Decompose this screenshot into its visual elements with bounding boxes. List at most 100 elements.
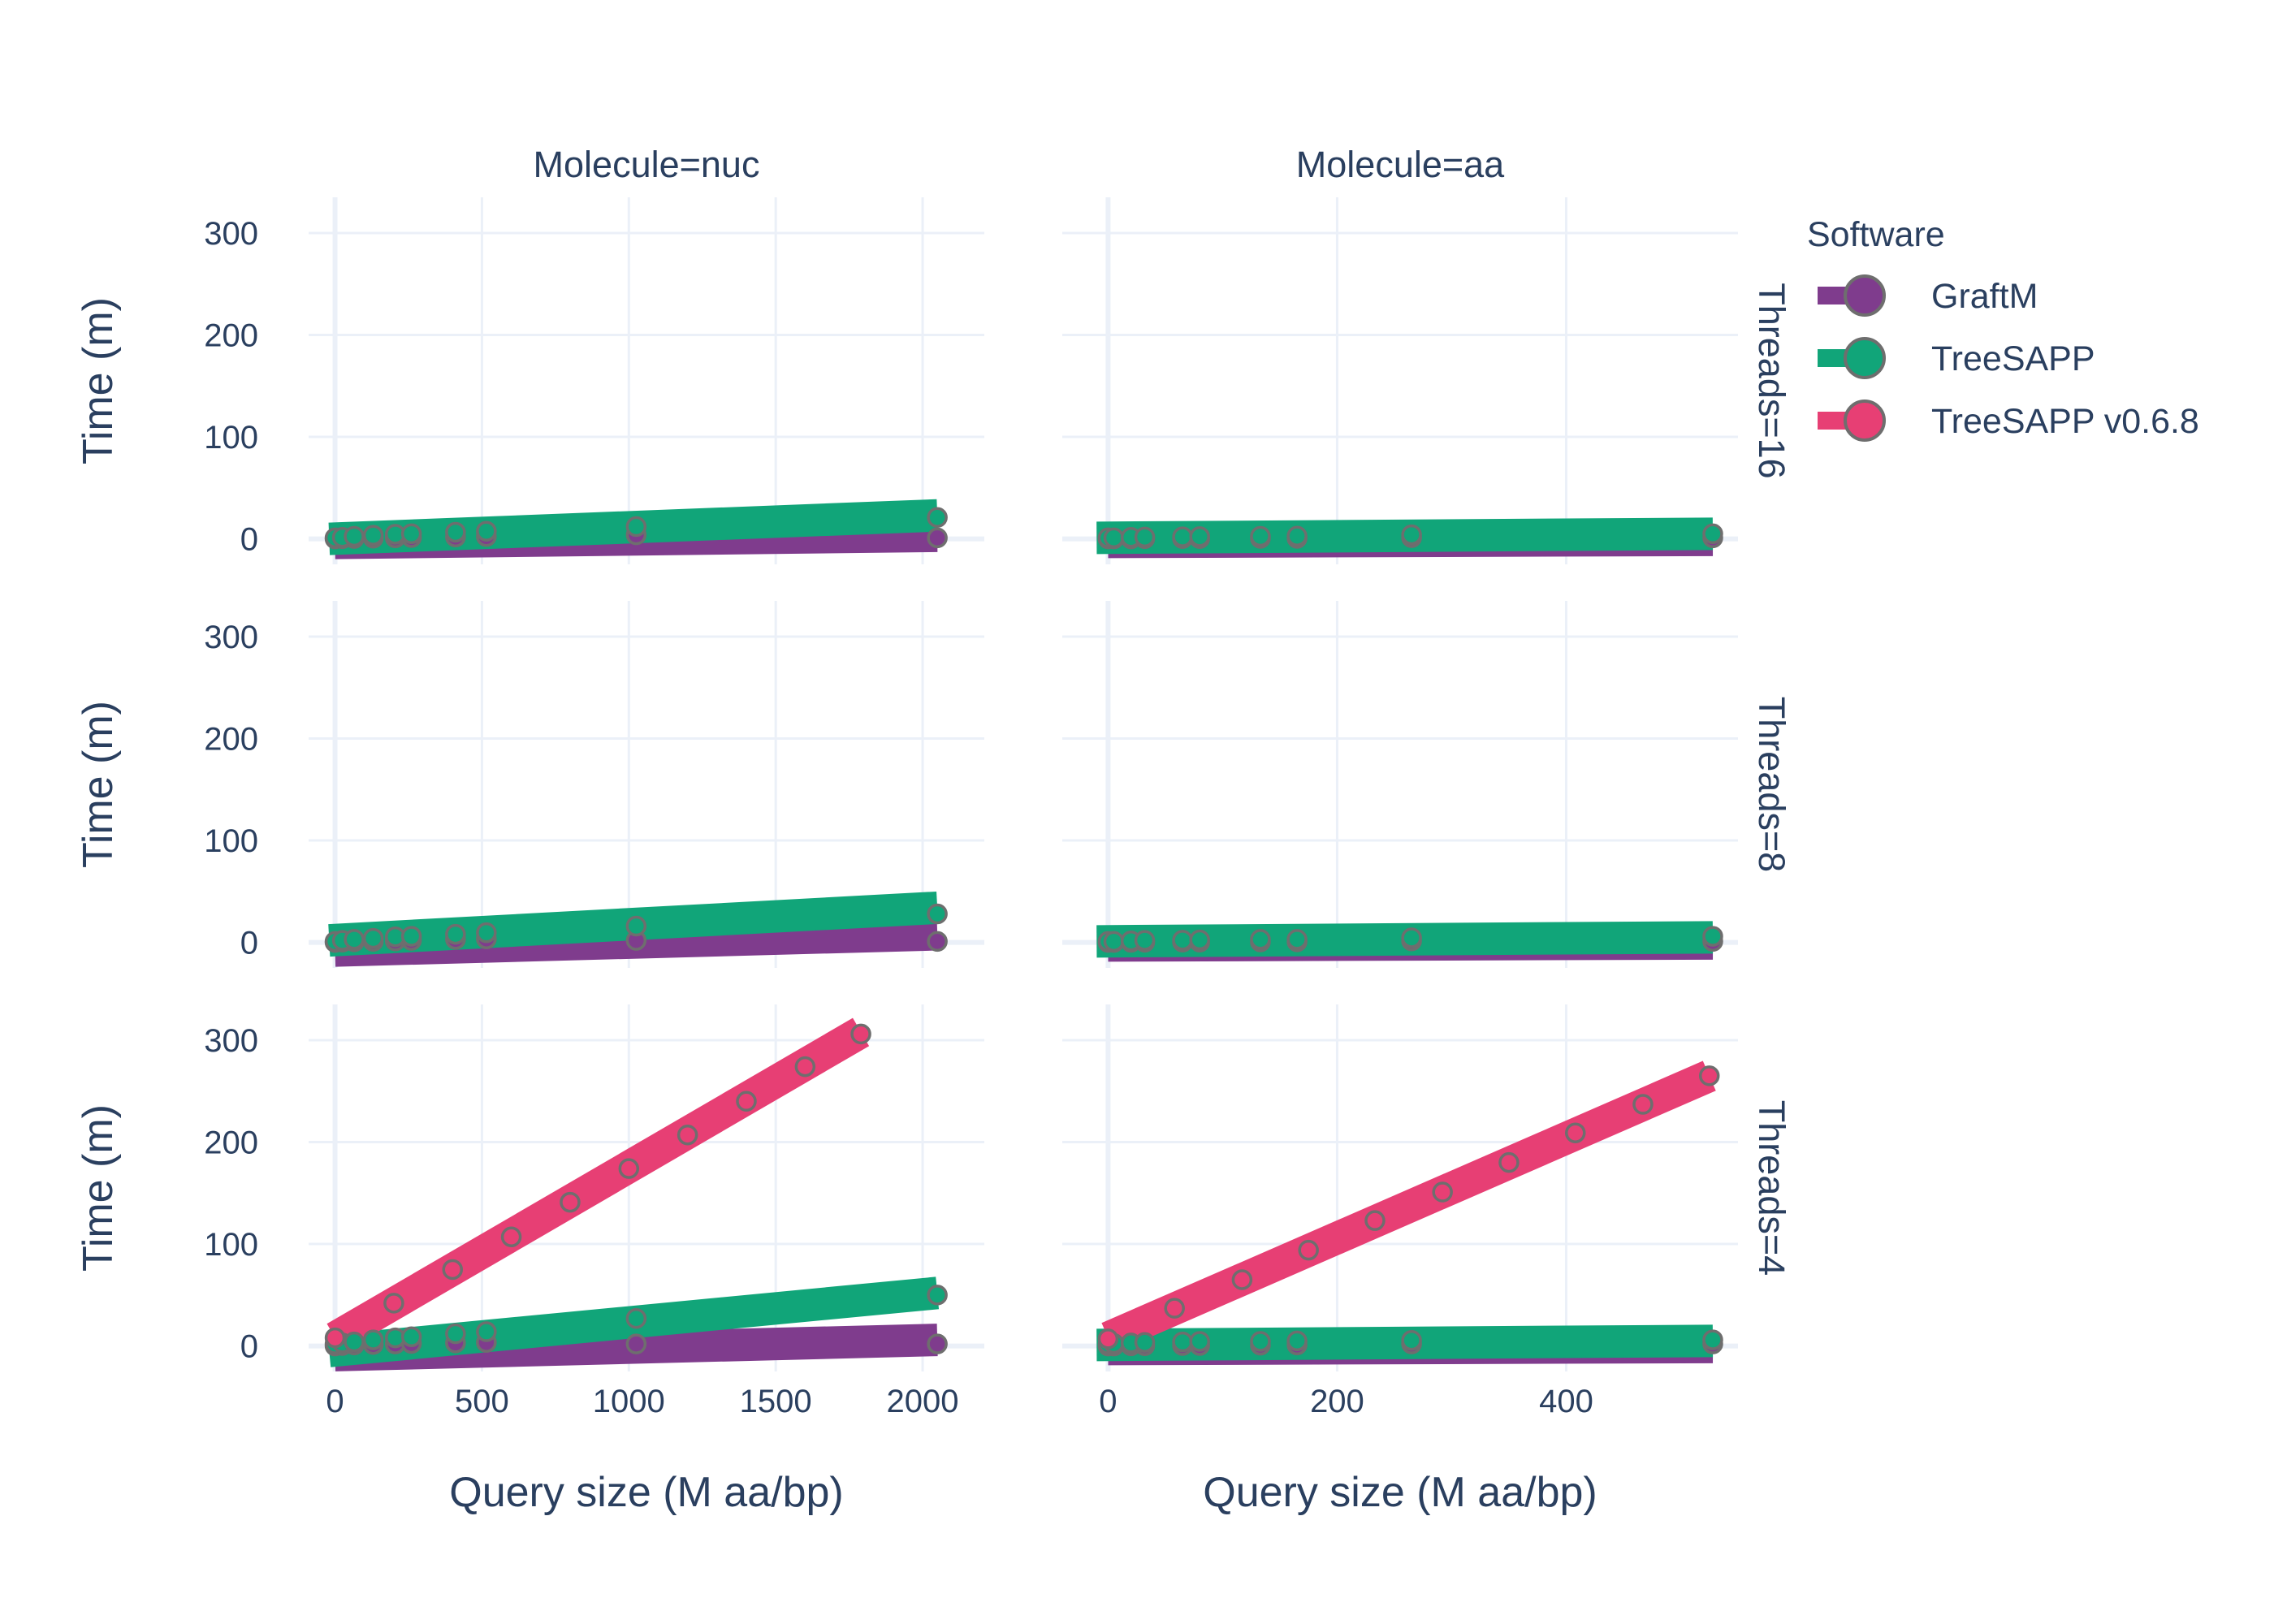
y-tick-label: 200 [204,722,258,758]
data-point[interactable] [445,521,466,543]
data-point[interactable] [1250,929,1271,950]
data-point[interactable] [445,1323,466,1345]
x-axis-title: Query size (M aa/bp) [449,1469,844,1516]
data-point[interactable] [500,1226,522,1248]
data-point[interactable] [324,1327,346,1349]
row-title: Threads=8 [1751,697,1792,872]
data-point[interactable] [736,1091,757,1112]
data-point[interactable] [344,525,365,547]
panel-r2-c0 [309,1004,984,1371]
data-point[interactable] [927,1333,948,1354]
data-point[interactable] [442,1259,464,1281]
data-point[interactable] [625,516,647,538]
data-point[interactable] [1189,929,1210,951]
data-point[interactable] [1286,929,1308,950]
x-tick-label: 0 [326,1384,344,1419]
series-treesapp [1097,523,1723,549]
y-tick-label: 0 [240,522,258,558]
data-point[interactable] [1134,1332,1156,1353]
data-point[interactable] [400,926,422,947]
data-point[interactable] [1565,1122,1586,1143]
data-point[interactable] [1097,1328,1119,1350]
data-point[interactable] [362,927,384,949]
data-point[interactable] [1189,1331,1210,1352]
x-tick-label: 0 [1099,1384,1117,1419]
data-point[interactable] [476,1321,497,1342]
data-point[interactable] [476,922,497,944]
data-point[interactable] [1401,524,1422,546]
data-point[interactable] [927,903,948,925]
data-point[interactable] [344,1331,365,1353]
data-point[interactable] [362,525,384,546]
data-point[interactable] [362,1329,384,1350]
legend-item-treesapp-v0-6-8[interactable]: TreeSAPP v0.6.8 [1818,400,2199,442]
y-tick-label: 100 [204,420,258,456]
data-point[interactable] [850,1023,871,1045]
data-point[interactable] [1286,525,1308,546]
trend-lines [326,1017,940,1371]
y-tick-label: 300 [204,620,258,655]
data-point[interactable] [794,1056,816,1078]
legend-marker-swatch [1844,400,1886,442]
data-point[interactable] [1401,927,1422,948]
data-point[interactable] [625,915,647,937]
legend-item-treesapp[interactable]: TreeSAPP [1818,337,2095,379]
row-title: Threads=4 [1751,1100,1792,1276]
gridlines [1062,601,1738,968]
column-title: Molecule=nuc [534,144,760,185]
legend-label: TreeSAPP v0.6.8 [1931,402,2199,441]
data-point[interactable] [1103,527,1125,549]
data-point[interactable] [476,520,497,542]
data-point[interactable] [618,1158,640,1179]
legend[interactable]: Software GraftM TreeSAPP TreeSAPP v0.6.8 [1807,215,2199,442]
data-point[interactable] [1401,1329,1422,1351]
data-point[interactable] [1702,1329,1723,1350]
gridlines [1062,197,1738,564]
data-point[interactable] [383,1293,404,1314]
legend-item-graftm[interactable]: GraftM [1818,274,2038,317]
data-point[interactable] [1134,526,1156,548]
data-point[interactable] [1103,931,1125,952]
data-point[interactable] [445,923,466,945]
data-point[interactable] [1632,1094,1654,1115]
x-tick-label: 500 [455,1384,509,1419]
data-point[interactable] [625,1333,647,1354]
data-point[interactable] [1698,1065,1720,1086]
data-point[interactable] [1231,1269,1253,1290]
legend-marker-swatch [1844,337,1886,379]
series-treesapp [1097,926,1723,952]
data-point[interactable] [1189,526,1210,547]
data-point[interactable] [1250,525,1271,547]
data-point[interactable] [1286,1330,1308,1352]
data-point[interactable] [1702,523,1723,545]
data-point[interactable] [1172,930,1193,951]
data-point[interactable] [927,931,948,952]
data-point[interactable] [400,1326,422,1348]
data-point[interactable] [1432,1181,1453,1203]
data-point[interactable] [1498,1151,1520,1173]
data-point[interactable] [677,1124,698,1146]
y-axis-title: Time (m) [75,1104,122,1272]
series-treesapp-v0-6-8 [324,1023,871,1349]
data-point[interactable] [560,1191,581,1213]
data-point[interactable] [1298,1239,1319,1261]
data-point[interactable] [1250,1331,1271,1352]
x-tick-label: 400 [1539,1384,1593,1419]
data-point[interactable] [1172,526,1193,547]
data-point[interactable] [927,507,948,528]
data-point[interactable] [1134,930,1156,951]
column-title: Molecule=aa [1296,144,1505,185]
x-tick-label: 1000 [593,1384,665,1419]
data-point[interactable] [927,527,948,549]
data-point[interactable] [1172,1331,1193,1353]
legend-label: TreeSAPP [1931,339,2095,378]
data-point[interactable] [344,929,365,950]
data-point[interactable] [1164,1298,1185,1319]
panel-r0-c0 [309,197,984,564]
data-point[interactable] [400,523,422,545]
data-point[interactable] [1702,926,1723,947]
data-point[interactable] [1364,1210,1386,1231]
data-point[interactable] [625,1307,647,1329]
data-point[interactable] [927,1285,948,1306]
trend-line-treesapp-v0-6-8 [326,1017,870,1352]
